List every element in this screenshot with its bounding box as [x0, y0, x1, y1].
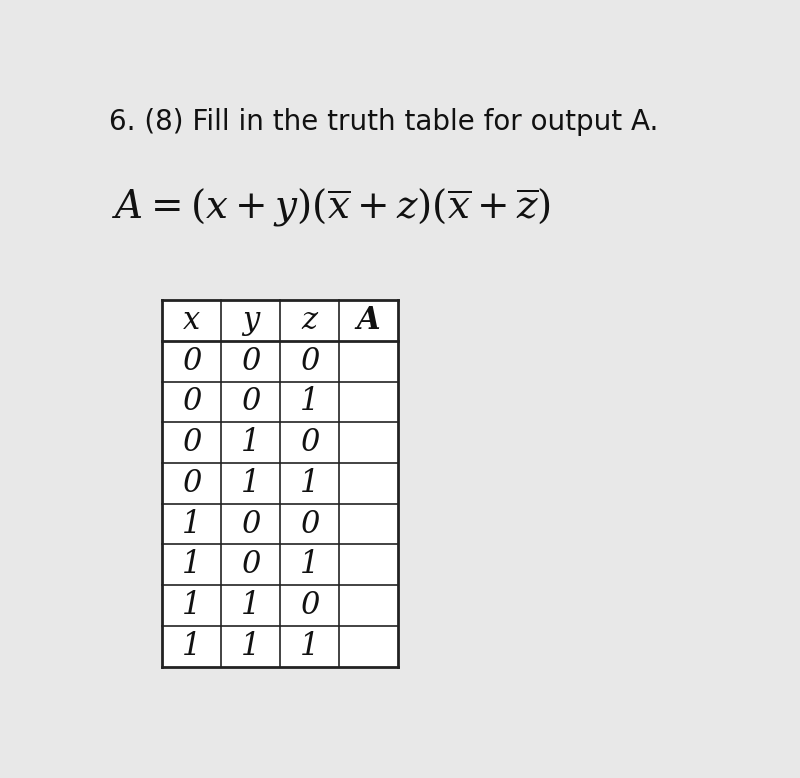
- Text: 0: 0: [299, 590, 319, 621]
- Text: 0: 0: [299, 509, 319, 540]
- Text: 1: 1: [182, 631, 201, 662]
- Text: 1: 1: [241, 590, 260, 621]
- Text: 1: 1: [241, 468, 260, 499]
- Text: z: z: [301, 305, 318, 336]
- Text: 0: 0: [241, 509, 260, 540]
- Text: 0: 0: [241, 387, 260, 417]
- Text: 0: 0: [299, 427, 319, 458]
- Text: 6. (8) Fill in the truth table for output A.: 6. (8) Fill in the truth table for outpu…: [110, 108, 658, 136]
- Text: 0: 0: [182, 468, 201, 499]
- Text: y: y: [242, 305, 259, 336]
- Text: x: x: [183, 305, 200, 336]
- Text: 0: 0: [241, 549, 260, 580]
- Text: $A = (x+y)(\overline{x}+z)(\overline{x}+\overline{z})$: $A = (x+y)(\overline{x}+z)(\overline{x}+…: [112, 186, 551, 229]
- Text: 1: 1: [299, 549, 319, 580]
- Text: 1: 1: [182, 590, 201, 621]
- Text: 0: 0: [182, 345, 201, 377]
- Text: 0: 0: [241, 345, 260, 377]
- Text: 0: 0: [182, 427, 201, 458]
- Text: 1: 1: [241, 427, 260, 458]
- Text: 1: 1: [241, 631, 260, 662]
- Text: 1: 1: [182, 549, 201, 580]
- Text: 1: 1: [299, 468, 319, 499]
- Text: 1: 1: [299, 631, 319, 662]
- Text: 0: 0: [299, 345, 319, 377]
- Text: A: A: [356, 305, 380, 336]
- Text: 1: 1: [299, 387, 319, 417]
- Text: 0: 0: [182, 387, 201, 417]
- Text: 1: 1: [182, 509, 201, 540]
